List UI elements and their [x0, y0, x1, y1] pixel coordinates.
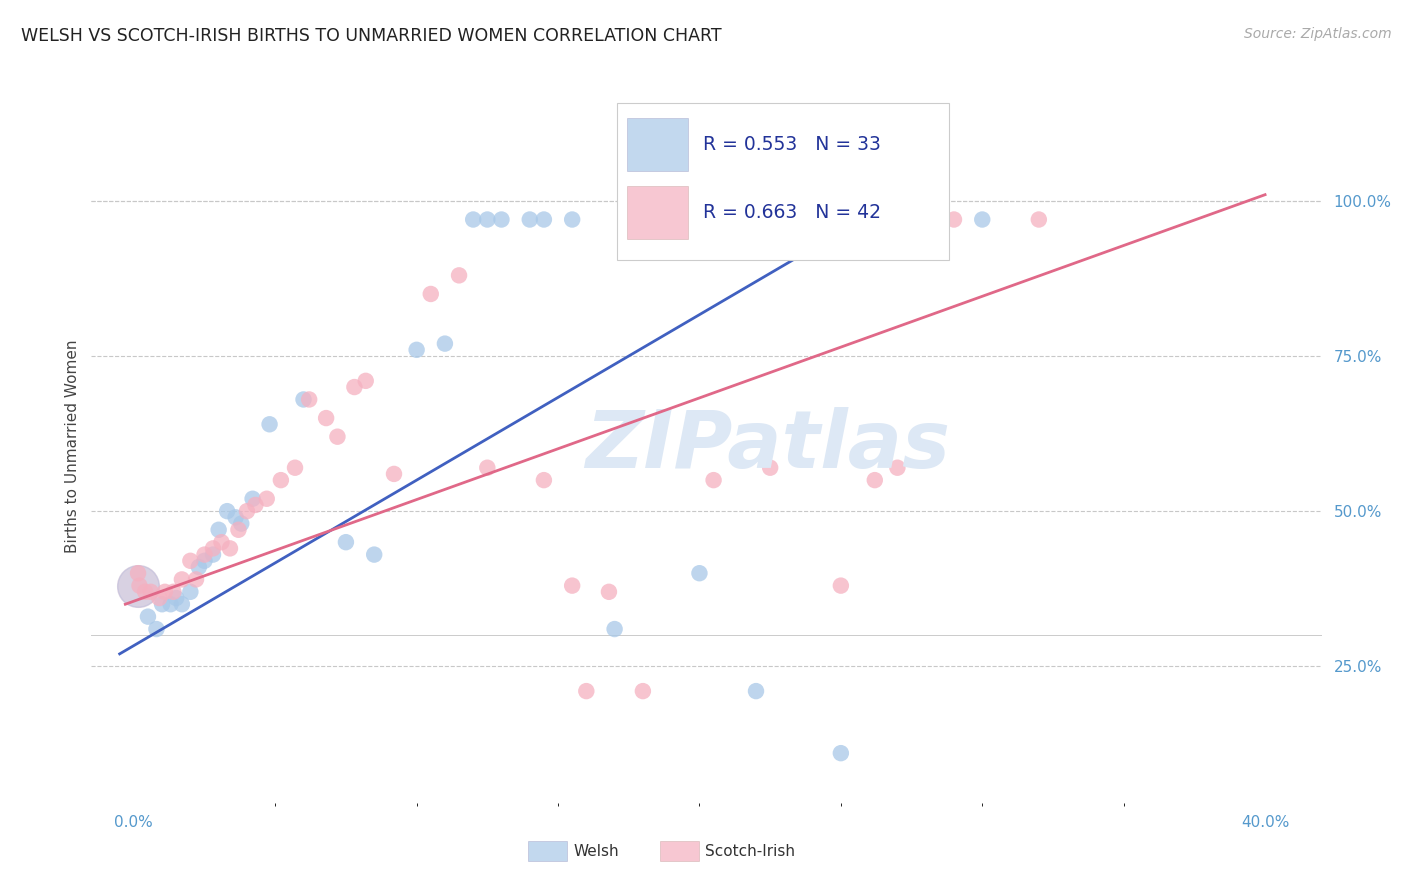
Point — [184, 573, 207, 587]
Point — [165, 591, 187, 605]
Point — [477, 460, 499, 475]
Y-axis label: Births to Unmarried Women: Births to Unmarried Women — [65, 339, 80, 553]
Point — [326, 430, 349, 444]
Point — [231, 516, 253, 531]
Point — [150, 597, 173, 611]
Point — [217, 504, 239, 518]
Point — [162, 584, 184, 599]
Point — [193, 554, 215, 568]
Point — [153, 584, 176, 599]
Point — [193, 548, 215, 562]
Point — [463, 212, 485, 227]
Point — [575, 684, 598, 698]
Point — [972, 212, 994, 227]
Point — [170, 597, 193, 611]
Point — [688, 566, 710, 581]
Text: R = 0.553   N = 33: R = 0.553 N = 33 — [703, 135, 880, 153]
Point — [433, 336, 456, 351]
Point — [159, 597, 181, 611]
Point — [631, 684, 654, 698]
Point — [1028, 212, 1050, 227]
Point — [533, 473, 555, 487]
FancyBboxPatch shape — [529, 841, 568, 862]
Point — [136, 609, 159, 624]
Text: Welsh: Welsh — [574, 844, 619, 859]
Point — [830, 746, 852, 760]
Point — [127, 579, 149, 593]
Point — [242, 491, 264, 506]
Point — [354, 374, 377, 388]
Point — [943, 212, 966, 227]
Point — [236, 504, 259, 518]
Point — [363, 548, 385, 562]
Point — [148, 591, 170, 605]
Point — [284, 460, 307, 475]
Point — [830, 579, 852, 593]
Point — [759, 460, 782, 475]
Text: R = 0.663   N = 42: R = 0.663 N = 42 — [703, 203, 880, 222]
Point — [405, 343, 427, 357]
FancyBboxPatch shape — [659, 841, 699, 862]
Point — [127, 579, 149, 593]
Point — [145, 622, 167, 636]
Text: Source: ZipAtlas.com: Source: ZipAtlas.com — [1244, 27, 1392, 41]
Point — [187, 560, 209, 574]
Point — [259, 417, 281, 432]
Point — [292, 392, 315, 407]
Point — [419, 287, 441, 301]
Point — [134, 584, 156, 599]
Point — [127, 566, 149, 581]
Point — [863, 473, 886, 487]
Point — [561, 212, 583, 227]
Point — [245, 498, 267, 512]
Point — [815, 212, 838, 227]
Point — [228, 523, 250, 537]
Point — [886, 460, 908, 475]
Point — [603, 622, 626, 636]
Point — [298, 392, 321, 407]
Text: WELSH VS SCOTCH-IRISH BIRTHS TO UNMARRIED WOMEN CORRELATION CHART: WELSH VS SCOTCH-IRISH BIRTHS TO UNMARRIE… — [21, 27, 721, 45]
Point — [533, 212, 555, 227]
FancyBboxPatch shape — [627, 118, 688, 171]
Point — [179, 584, 201, 599]
Point — [477, 212, 499, 227]
Point — [561, 579, 583, 593]
Point — [382, 467, 405, 481]
Point — [211, 535, 233, 549]
Point — [256, 491, 278, 506]
Point — [519, 212, 541, 227]
Point — [598, 584, 620, 599]
Point — [219, 541, 242, 556]
Point — [914, 212, 936, 227]
Point — [128, 579, 150, 593]
Text: ZIPatlas: ZIPatlas — [585, 407, 950, 485]
Point — [179, 554, 201, 568]
Point — [170, 573, 193, 587]
Point — [703, 473, 725, 487]
Point — [139, 584, 162, 599]
Point — [270, 473, 292, 487]
Point — [315, 411, 337, 425]
FancyBboxPatch shape — [617, 103, 949, 260]
Point — [335, 535, 357, 549]
Point — [201, 548, 224, 562]
Point — [343, 380, 366, 394]
Text: Scotch-Irish: Scotch-Irish — [706, 844, 796, 859]
Point — [447, 268, 470, 283]
Point — [208, 523, 231, 537]
Point — [225, 510, 247, 524]
Point — [491, 212, 513, 227]
Point — [201, 541, 224, 556]
Point — [745, 684, 768, 698]
FancyBboxPatch shape — [627, 186, 688, 239]
